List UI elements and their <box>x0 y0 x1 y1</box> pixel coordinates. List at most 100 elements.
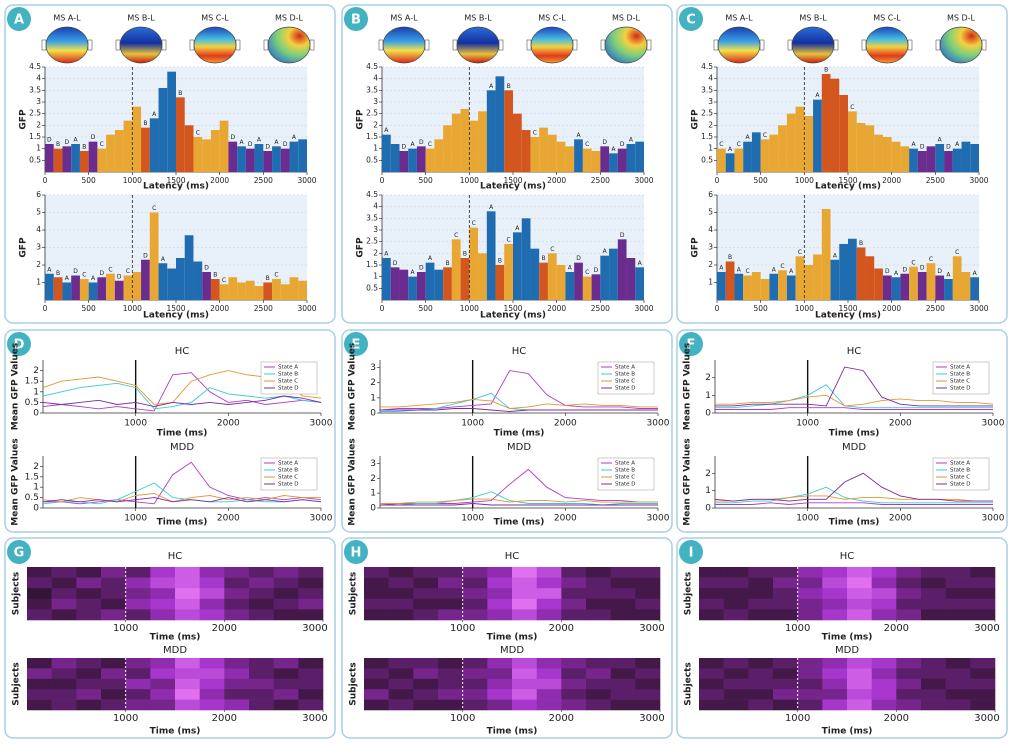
heatmap-cell <box>586 609 611 621</box>
heatmap-cell <box>175 588 200 600</box>
gfp-bar <box>460 109 470 172</box>
heatmap-cell <box>125 678 151 690</box>
state-letter: A <box>292 134 297 141</box>
state-letter: D <box>937 268 942 275</box>
gfp-bar <box>289 277 299 300</box>
state-letter: A <box>719 265 724 272</box>
x-tick-label: 1000 <box>123 304 142 313</box>
gfp-bar <box>848 238 857 300</box>
heatmap-cell <box>896 598 922 610</box>
gfp-bar <box>382 258 391 300</box>
heatmap-cell <box>76 668 102 680</box>
heatmap-cell <box>635 678 661 690</box>
state-letter: A <box>638 260 643 267</box>
state-letter: C <box>911 259 915 266</box>
state-letter: D <box>885 268 890 275</box>
topomap-title: MS A-L <box>390 14 418 23</box>
y-tick-label: 0 <box>33 504 39 514</box>
heatmap-cell <box>561 577 587 589</box>
heatmap-cell <box>438 577 463 589</box>
y-tick-label: 0.5 <box>366 283 378 292</box>
state-letter: D <box>602 139 607 146</box>
x-tick-label: 1000 <box>461 514 484 524</box>
y-tick-label: 0 <box>705 409 711 419</box>
gfp-bar <box>530 137 540 172</box>
gfp-bar <box>149 118 159 172</box>
series-line <box>42 382 322 410</box>
heatmap-cell <box>536 658 562 669</box>
heatmap-cell <box>610 668 636 680</box>
state-letter: C <box>428 141 432 148</box>
x-tick-label: 2000 <box>889 419 912 429</box>
heatmap-cell <box>487 577 513 589</box>
gfp-bar <box>106 134 115 172</box>
panel-badge <box>7 7 31 31</box>
gfp-bar <box>132 106 142 172</box>
heatmap-cell <box>413 588 439 600</box>
y-tick-label: 1.5 <box>29 132 41 141</box>
state-letter: A <box>411 269 416 276</box>
heatmap-cell <box>970 598 996 610</box>
series-line <box>715 366 993 407</box>
y-tick-label: 4 <box>708 74 713 83</box>
x-tick-label: 3000 <box>974 713 999 724</box>
x-axis-label: Time (ms) <box>822 633 873 643</box>
y-axis-label: GFP <box>356 109 366 130</box>
gfp-bar <box>219 120 229 172</box>
state-letter: C <box>196 130 200 137</box>
y-tick-label: 1 <box>36 144 41 153</box>
gfp-bar <box>600 146 610 172</box>
heatmap-cell <box>364 689 389 700</box>
x-tick-label: 2000 <box>882 176 901 185</box>
gfp-bar <box>460 258 470 300</box>
y-tick-label: 6 <box>708 190 713 199</box>
gfp-bar <box>795 106 805 172</box>
heatmap-cell <box>586 598 611 610</box>
chart-title: MDD <box>507 442 531 453</box>
x-tick-label: 1500 <box>838 304 857 313</box>
legend-label: State A <box>278 461 298 467</box>
heatmap-cell <box>298 689 324 700</box>
y-tick-label: 2 <box>705 469 711 479</box>
heatmap-cell <box>797 668 823 680</box>
state-letter: A <box>737 266 742 273</box>
x-tick-label: 3000 <box>639 713 664 724</box>
gfp-bar <box>97 148 107 172</box>
heatmap-cell <box>76 588 102 600</box>
panel-letter: B <box>351 13 361 28</box>
topomap-title: MS D-L <box>947 14 976 23</box>
legend-label: State C <box>950 475 970 481</box>
heatmap-cell <box>388 689 414 700</box>
x-tick-label: 2500 <box>926 176 945 185</box>
heatmap-cell <box>487 689 513 700</box>
y-tick-label: 3 <box>708 243 713 252</box>
x-tick-label: 1000 <box>460 176 479 185</box>
gfp-bar <box>725 261 735 300</box>
heatmap-cell <box>610 567 636 578</box>
state-letter: A <box>65 275 70 282</box>
gfp-bar <box>408 148 417 172</box>
legend-label: State D <box>950 482 971 488</box>
gfp-bar <box>123 120 133 172</box>
heatmap-cell <box>773 678 798 690</box>
heatmap-cell <box>699 699 724 711</box>
gfp-bar <box>390 144 400 172</box>
gfp-bar <box>813 254 822 300</box>
heatmap-cell <box>871 609 897 621</box>
x-axis-label: Latency (ms) <box>815 182 881 192</box>
heatmap-cell <box>896 658 922 669</box>
panel-badge <box>7 332 31 356</box>
gfp-bar <box>565 272 575 300</box>
y-tick-label: 3 <box>36 243 41 252</box>
chart-title: MDD <box>163 645 187 656</box>
heatmap-cell <box>536 588 562 600</box>
y-tick-label: 2 <box>705 373 711 383</box>
chart-title: HC <box>175 346 190 357</box>
x-axis-label: Time (ms) <box>829 518 880 528</box>
y-tick-label: 1.5 <box>366 132 378 141</box>
heatmap-cell <box>51 609 77 621</box>
gfp-bar <box>900 146 910 172</box>
y-tick-label: 3 <box>373 225 378 234</box>
x-tick-label: 3000 <box>969 176 988 185</box>
state-letter: C <box>780 263 784 270</box>
